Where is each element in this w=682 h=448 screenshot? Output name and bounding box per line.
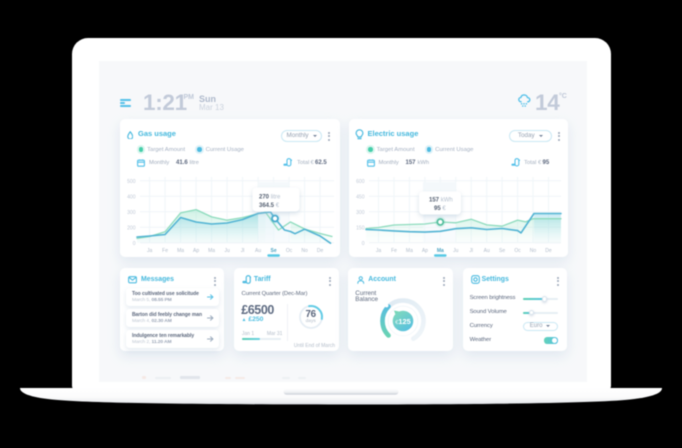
svg-text:No: No xyxy=(530,247,537,253)
svg-text:€125: €125 xyxy=(395,317,410,326)
svg-text:Ma: Ma xyxy=(177,247,184,253)
svg-text:Oc: Oc xyxy=(514,247,521,253)
svg-text:0: 0 xyxy=(132,240,135,246)
svg-text:Ja: Ja xyxy=(376,247,382,253)
svg-text:300: 300 xyxy=(127,209,136,215)
svg-text:200: 200 xyxy=(127,225,136,231)
svg-text:Ma: Ma xyxy=(437,247,444,253)
svg-text:Ma: Ma xyxy=(406,247,413,253)
svg-text:Ma: Ma xyxy=(208,247,215,253)
svg-text:400: 400 xyxy=(127,194,136,200)
svg-text:600: 600 xyxy=(356,178,365,184)
svg-text:De: De xyxy=(316,247,323,253)
svg-text:Ap: Ap xyxy=(193,247,199,253)
svg-text:270 litre: 270 litre xyxy=(259,194,281,200)
svg-text:150: 150 xyxy=(356,225,365,231)
svg-text:0: 0 xyxy=(362,240,365,246)
svg-text:Ju: Ju xyxy=(224,247,230,253)
svg-text:Fe: Fe xyxy=(391,247,397,253)
svg-text:Ap: Ap xyxy=(422,247,428,253)
svg-text:Au: Au xyxy=(484,247,490,253)
svg-text:De: De xyxy=(545,247,552,253)
svg-text:Se: Se xyxy=(270,247,276,253)
svg-text:Se: Se xyxy=(499,247,505,253)
svg-text:Ju: Ju xyxy=(453,247,459,253)
svg-text:Ja: Ja xyxy=(146,247,152,253)
svg-text:364.5 €: 364.5 € xyxy=(259,202,280,208)
svg-text:500: 500 xyxy=(127,178,136,184)
svg-text:No: No xyxy=(301,247,308,253)
svg-text:300: 300 xyxy=(356,209,365,215)
svg-text:450: 450 xyxy=(356,194,365,200)
svg-text:95 €: 95 € xyxy=(434,206,446,212)
svg-text:Jl: Jl xyxy=(469,247,473,253)
svg-text:157 kWh: 157 kWh xyxy=(429,197,453,203)
svg-text:Fe: Fe xyxy=(162,247,168,253)
svg-text:Oc: Oc xyxy=(285,247,292,253)
svg-text:Au: Au xyxy=(255,247,261,253)
svg-text:Jl: Jl xyxy=(240,247,244,253)
